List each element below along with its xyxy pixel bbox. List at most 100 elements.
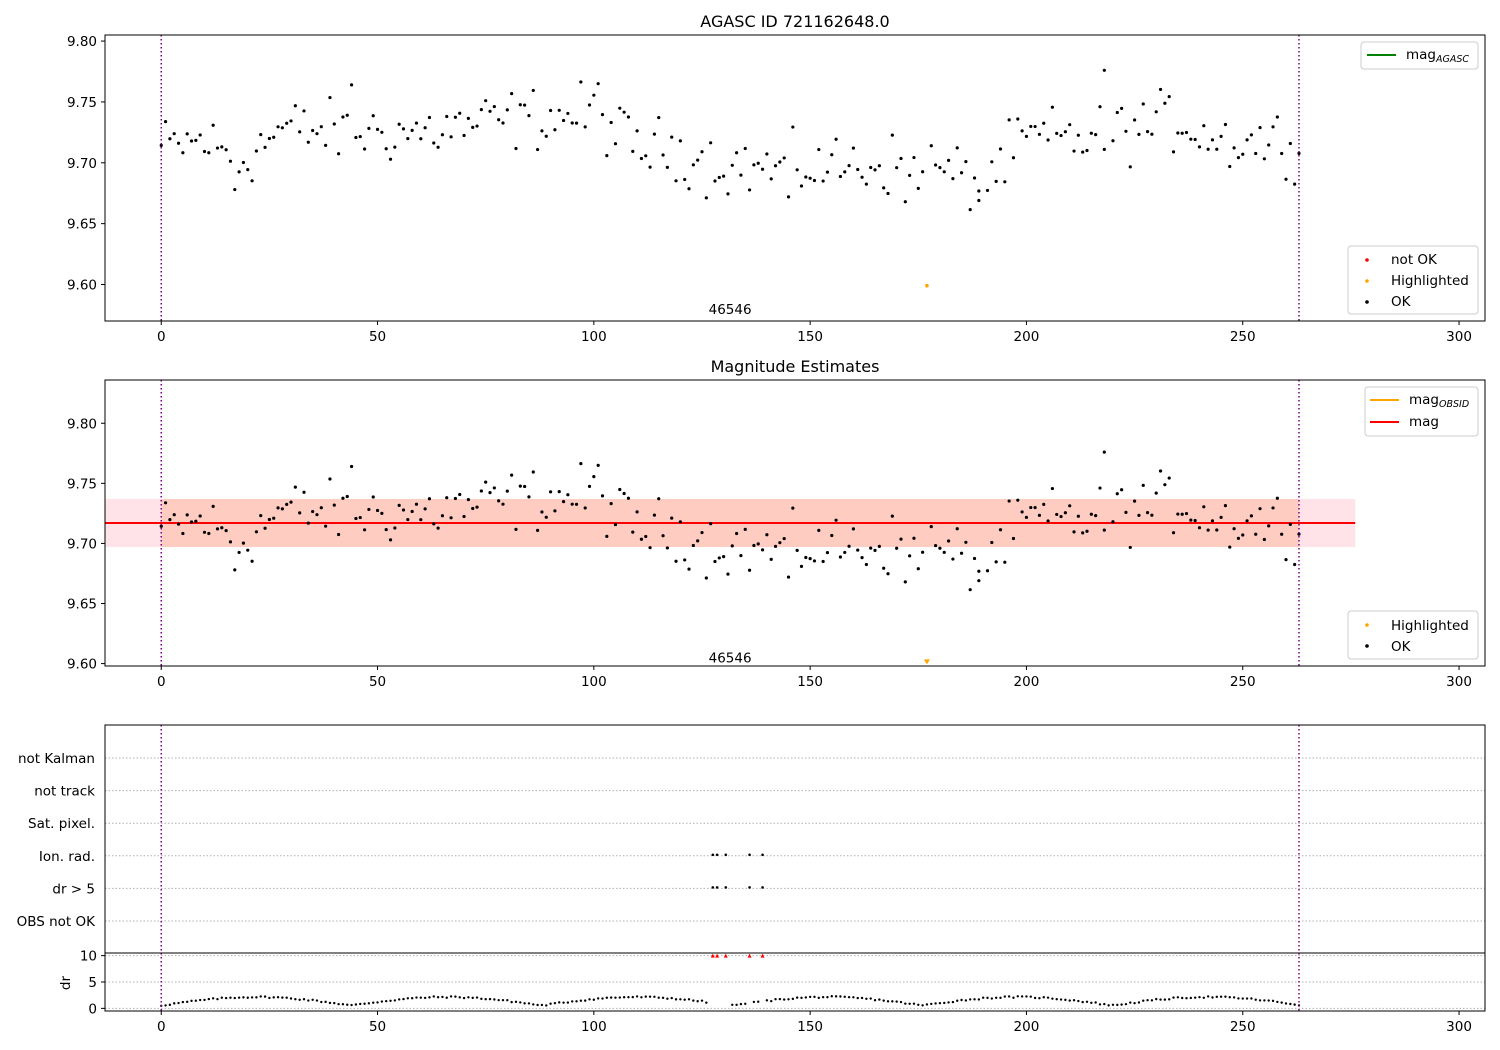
dr-point (475, 996, 479, 999)
data-point-ok (916, 567, 920, 571)
dr-point (484, 998, 487, 1001)
data-point-ok (536, 528, 540, 532)
data-point-ok (722, 555, 726, 559)
data-point-ok (1124, 510, 1128, 514)
data-point-ok (670, 516, 674, 520)
dr-point (956, 999, 959, 1002)
data-point-ok (1115, 492, 1119, 496)
data-point-ok (1037, 513, 1042, 517)
dr-point (1232, 996, 1236, 999)
data-point-ok (544, 515, 548, 519)
data-point-ok (436, 526, 440, 530)
dr-point (640, 996, 643, 999)
data-point-ok (523, 484, 527, 489)
dr-point (1081, 1000, 1084, 1004)
data-point-ok (401, 127, 406, 131)
dr-point (627, 995, 630, 999)
dr-y-tick-label: 0 (88, 1001, 97, 1017)
data-point-ok (501, 121, 505, 125)
y-tick-label: 9.80 (67, 416, 97, 432)
data-point-ok (427, 497, 432, 501)
dr-point (454, 995, 457, 998)
data-point-ok (445, 114, 449, 119)
data-point-ok (869, 165, 873, 170)
dr-point (770, 999, 773, 1003)
data-point-ok (202, 149, 207, 154)
data-point-ok (596, 82, 600, 86)
data-point-ok (942, 550, 946, 554)
data-point-ok (1098, 105, 1102, 109)
data-point-ok (1111, 139, 1115, 143)
dr-point (683, 998, 686, 1001)
dr-point (337, 1002, 340, 1006)
dr-point (674, 998, 678, 1001)
dr-point (977, 998, 981, 1001)
data-point-ok (791, 506, 795, 510)
dr-point (1172, 996, 1175, 999)
dr-point (787, 998, 790, 1001)
dr-point (1142, 999, 1145, 1002)
data-point-ok (354, 516, 358, 521)
data-point-ok (211, 123, 215, 127)
data-point-ok (1232, 527, 1236, 531)
dr-point (493, 998, 496, 1001)
dr-point (268, 996, 271, 1000)
x-tick-label: 150 (797, 329, 823, 345)
x-tick-label: 200 (1014, 1019, 1040, 1035)
flag-label: not track (34, 784, 95, 800)
data-point-ok (1016, 117, 1020, 121)
dr-point (1245, 997, 1249, 1000)
dr-point (1258, 999, 1262, 1002)
data-point-ok (661, 153, 665, 157)
dr-point (359, 1002, 362, 1006)
data-point-ok (1072, 149, 1076, 153)
dr-point (220, 996, 224, 999)
data-point-ok (1215, 147, 1219, 151)
dr-point (1107, 1004, 1110, 1007)
dr-point (999, 996, 1002, 1000)
dr-point (1168, 998, 1171, 1001)
dr-point (1003, 995, 1007, 998)
data-point-ok (717, 556, 721, 560)
data-point-ok (1163, 483, 1167, 487)
data-point-ok (998, 528, 1003, 532)
dr-point (778, 997, 782, 1001)
data-point-ok (1055, 512, 1059, 517)
dr-point (1116, 1003, 1119, 1007)
data-point-ok (1124, 129, 1128, 133)
dr-point (1020, 995, 1024, 998)
data-point-ok (479, 108, 483, 112)
data-point-ok (1068, 504, 1072, 508)
data-point-ok (1085, 148, 1089, 153)
data-point-ok (289, 500, 293, 504)
data-point-ok (665, 165, 669, 169)
data-point-ok (765, 152, 769, 156)
data-point-ok (812, 559, 817, 563)
data-point-ok (592, 93, 596, 97)
data-point-ok (1163, 101, 1167, 105)
dr-point (917, 1003, 920, 1007)
data-point-ok (224, 528, 228, 533)
data-point-ok (505, 108, 509, 112)
legend2-ok: OK (1391, 639, 1412, 655)
y-tick-label: 9.60 (67, 657, 97, 673)
data-point-ok (1145, 129, 1150, 134)
data-point-ok (501, 502, 505, 506)
data-point-ok (1236, 536, 1241, 540)
data-point-ok (838, 174, 843, 179)
flag-point (715, 853, 719, 857)
dr-point (1068, 999, 1071, 1002)
data-point-ok (1076, 514, 1080, 518)
dr-point (1254, 998, 1257, 1001)
dr-point-clipped (710, 953, 715, 958)
data-point-ok (1236, 156, 1241, 160)
data-point-ok (687, 187, 691, 191)
data-point-ok (1197, 526, 1202, 530)
data-point-ok (1068, 123, 1072, 127)
data-point-ok (280, 126, 284, 130)
dr-point (782, 998, 786, 1001)
data-point-ok (1293, 562, 1297, 567)
data-point-ok (1046, 519, 1050, 523)
data-point-ok (912, 536, 916, 540)
